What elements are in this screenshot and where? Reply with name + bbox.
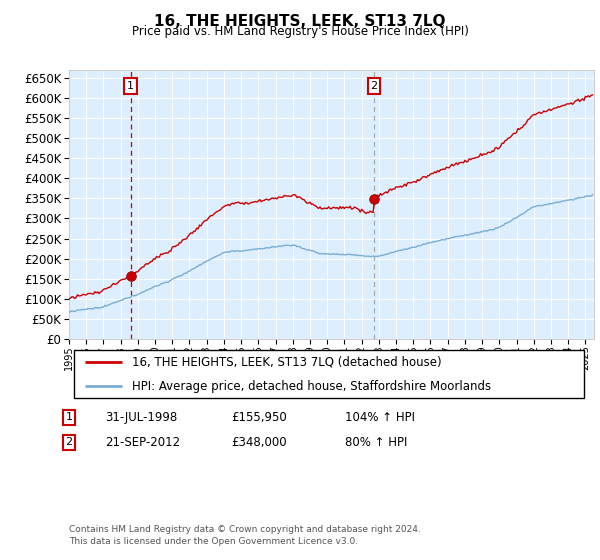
Text: 80% ↑ HPI: 80% ↑ HPI [345, 436, 407, 449]
Text: £348,000: £348,000 [231, 436, 287, 449]
Text: 16, THE HEIGHTS, LEEK, ST13 7LQ (detached house): 16, THE HEIGHTS, LEEK, ST13 7LQ (detache… [132, 355, 442, 368]
Text: £155,950: £155,950 [231, 410, 287, 424]
Text: 21-SEP-2012: 21-SEP-2012 [105, 436, 180, 449]
Text: 2: 2 [65, 437, 73, 447]
Text: 104% ↑ HPI: 104% ↑ HPI [345, 410, 415, 424]
Text: Price paid vs. HM Land Registry's House Price Index (HPI): Price paid vs. HM Land Registry's House … [131, 25, 469, 38]
Text: HPI: Average price, detached house, Staffordshire Moorlands: HPI: Average price, detached house, Staf… [132, 380, 491, 393]
Text: 1: 1 [127, 81, 134, 91]
Text: 16, THE HEIGHTS, LEEK, ST13 7LQ: 16, THE HEIGHTS, LEEK, ST13 7LQ [154, 14, 446, 29]
Text: Contains HM Land Registry data © Crown copyright and database right 2024.
This d: Contains HM Land Registry data © Crown c… [69, 525, 421, 546]
Text: 1: 1 [65, 412, 73, 422]
Text: 31-JUL-1998: 31-JUL-1998 [105, 410, 177, 424]
Text: 2: 2 [370, 81, 377, 91]
FancyBboxPatch shape [74, 350, 583, 398]
